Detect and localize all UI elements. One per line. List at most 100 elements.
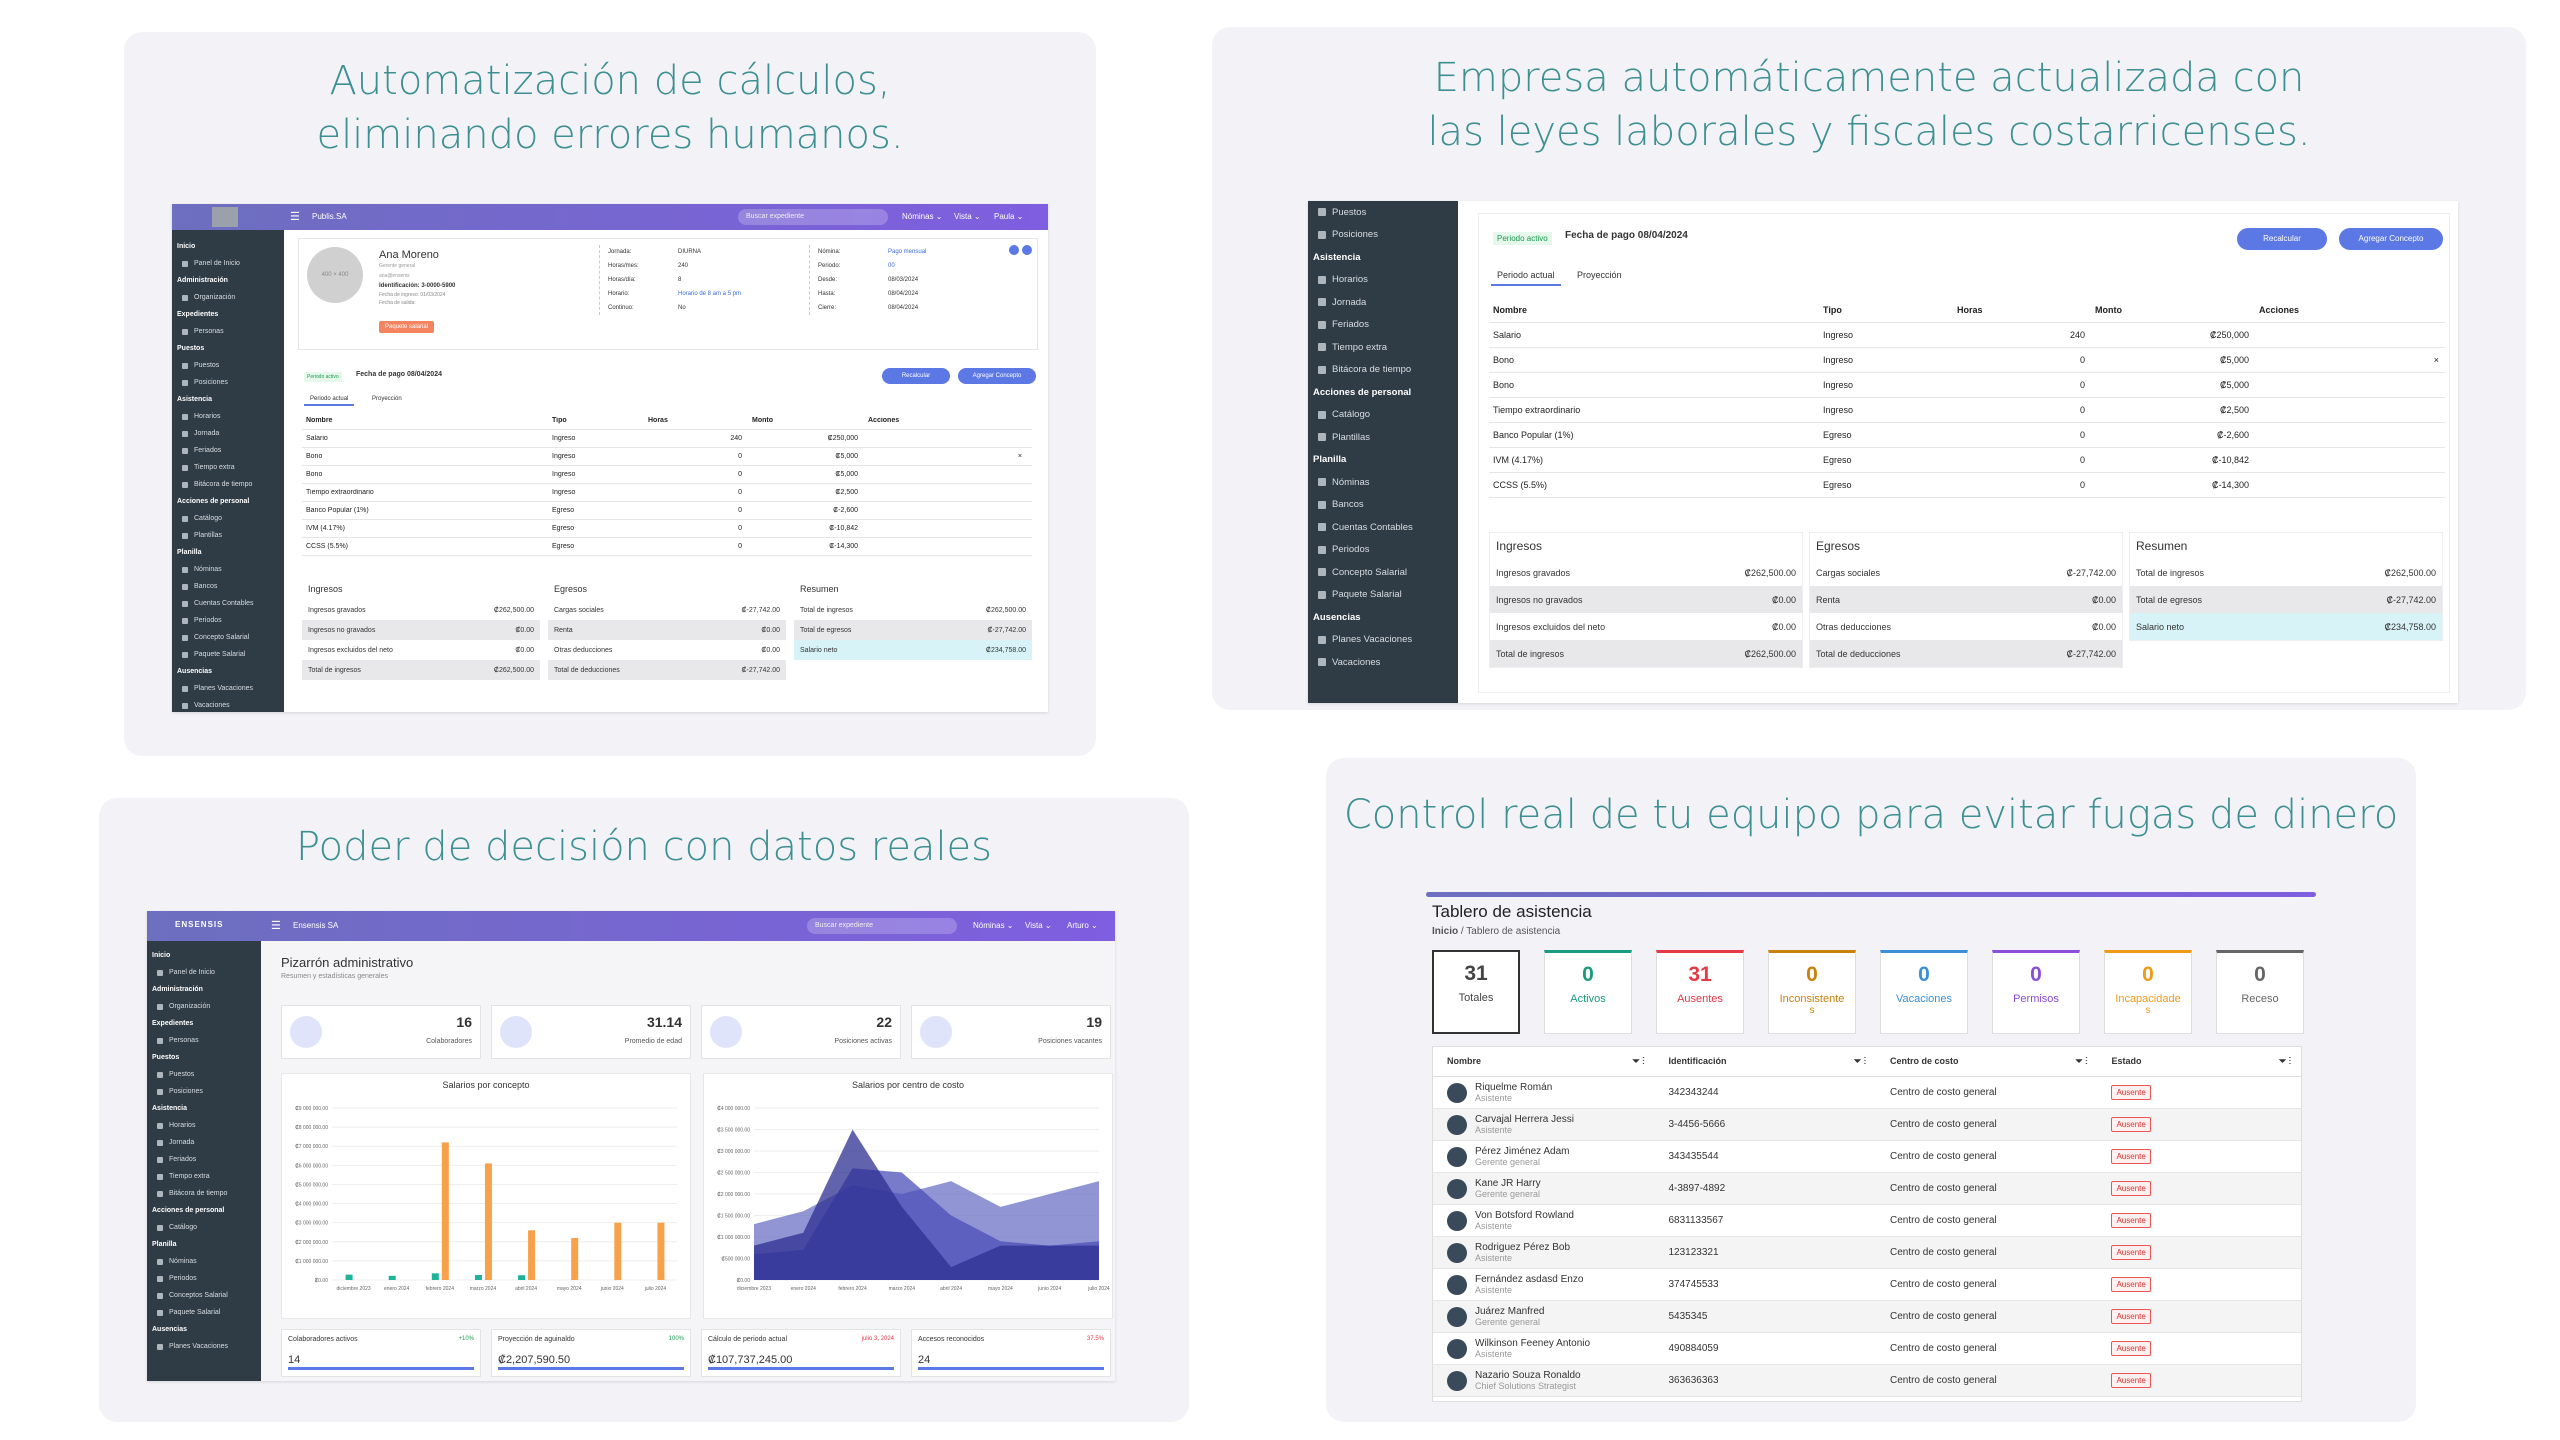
sidebar-item-plantillas[interactable]: Plantillas <box>172 527 284 544</box>
attendance-table: Nombre ⏷ ⋮ Identificación ⏷ ⋮ Centro de cost… <box>1432 1046 2302 1402</box>
sidebar-item-tiempo-extra[interactable]: Tiempo extra <box>1308 336 1458 359</box>
sidebar-item-puestos[interactable]: Puestos <box>1308 201 1458 224</box>
vista-menu[interactable]: Vista ⌄ <box>1025 921 1052 930</box>
sidebar-item-nominas[interactable]: Nóminas <box>172 561 284 578</box>
nominas-menu[interactable]: Nóminas ⌄ <box>973 921 1014 930</box>
status-card-ausentes[interactable]: 31 Ausentes <box>1656 950 1744 1034</box>
sidebar-item-bancos[interactable]: Bancos <box>172 578 284 595</box>
delete-row-icon[interactable]: × <box>2433 355 2439 365</box>
attendance-row[interactable]: Nazario Souza Ronaldo Chief Solutions Str… <box>1433 1365 2301 1397</box>
sidebar-item-paquete-salarial[interactable]: Paquete Salarial <box>147 1304 261 1321</box>
tab-proyeccion[interactable]: Proyección <box>372 396 402 402</box>
attendance-row[interactable]: Carvajal Herrera Jessi Asistente 3-4456-56… <box>1433 1109 2301 1141</box>
sidebar-item-catalogo[interactable]: Catálogo <box>1308 404 1458 427</box>
attendance-row[interactable]: Juárez Manfred Gerente general 5435345 Cent… <box>1433 1301 2301 1333</box>
user-menu[interactable]: Paula ⌄ <box>994 212 1024 221</box>
sidebar-item-periodos[interactable]: Periodos <box>147 1270 261 1287</box>
recalcular-button[interactable]: Recalcular <box>882 368 950 384</box>
sidebar-item-catalogo[interactable]: Catálogo <box>172 510 284 527</box>
attendance-row[interactable]: Pérez Jiménez Adam Gerente general 3434355… <box>1433 1141 2301 1173</box>
tab-periodo-actual[interactable]: Periodo actual <box>1491 268 1561 286</box>
menu-icon[interactable]: ☰ <box>290 211 300 223</box>
sidebar-item-jornada[interactable]: Jornada <box>172 425 284 442</box>
search-input[interactable]: Buscar expediente <box>807 918 957 934</box>
attendance-row[interactable]: Rodriguez Pérez Bob Asistente 123123321 Cen… <box>1433 1237 2301 1269</box>
status-card-incapacidade[interactable]: 0 Incapacidade s <box>2104 950 2192 1034</box>
vista-menu[interactable]: Vista ⌄ <box>954 212 981 221</box>
filter-icon[interactable]: ⏷ ⋮ <box>2075 1056 2088 1066</box>
sidebar-item-jornada[interactable]: Jornada <box>147 1134 261 1151</box>
sidebar-item-feriados[interactable]: Feriados <box>147 1151 261 1168</box>
delete-row-icon[interactable]: × <box>1017 453 1022 460</box>
sidebar-item-catalogo[interactable]: Catálogo <box>147 1219 261 1236</box>
status-card-receso[interactable]: 0 Receso <box>2216 950 2304 1034</box>
sidebar-item-jornada[interactable]: Jornada <box>1308 291 1458 314</box>
attendance-row[interactable]: Wilkinson Feeney Antonio Asistente 4908840… <box>1433 1333 2301 1365</box>
attendance-row[interactable]: Riquelme Román Asistente 342343244 Centro d… <box>1433 1077 2301 1109</box>
status-card-inconsistente[interactable]: 0 Inconsistente s <box>1768 950 1856 1034</box>
sidebar-item-concepto-salarial[interactable]: Concepto Salarial <box>172 629 284 646</box>
sidebar-item-paquete-salarial[interactable]: Paquete Salarial <box>172 646 284 663</box>
attendance-row[interactable]: Kane JR Harry Gerente general 4-3897-4892 C… <box>1433 1173 2301 1205</box>
filter-icon[interactable]: ⏷ ⋮ <box>1632 1056 1645 1066</box>
sidebar-item-feriados[interactable]: Feriados <box>172 442 284 459</box>
search-input[interactable]: Buscar expediente <box>738 209 888 225</box>
sidebar-item-planes-vacaciones[interactable]: Planes Vacaciones <box>172 680 284 697</box>
sidebar-item-puestos[interactable]: Puestos <box>147 1066 261 1083</box>
agregar-concepto-button[interactable]: Agregar Concepto <box>2339 228 2443 250</box>
sidebar-item-paquete-salarial[interactable]: Paquete Salarial <box>1308 584 1458 607</box>
sidebar-item-vacaciones[interactable]: Vacaciones <box>1308 651 1458 674</box>
sidebar-item-bancos[interactable]: Bancos <box>1308 494 1458 517</box>
attendance-row[interactable]: Fernández asdasd Enzo Asistente 374745533 C… <box>1433 1269 2301 1301</box>
sidebar-item-periodos[interactable]: Periodos <box>1308 539 1458 562</box>
sidebar-item-planes-vacaciones[interactable]: Planes Vacaciones <box>1308 629 1458 652</box>
sidebar-item-posiciones[interactable]: Posiciones <box>172 374 284 391</box>
sidebar-item-horarios[interactable]: Horarios <box>1308 269 1458 292</box>
sidebar-item-horarios[interactable]: Horarios <box>147 1117 261 1134</box>
sidebar-item-cuentas-contables[interactable]: Cuentas Contables <box>172 595 284 612</box>
tab-proyeccion[interactable]: Proyección <box>1577 270 1622 280</box>
prev-period-icon[interactable] <box>1009 245 1019 255</box>
sidebar-item-horarios[interactable]: Horarios <box>172 408 284 425</box>
status-card-vacaciones[interactable]: 0 Vacaciones <box>1880 950 1968 1034</box>
sidebar-item-tiempo-extra[interactable]: Tiempo extra <box>147 1168 261 1185</box>
sidebar-item-posiciones[interactable]: Posiciones <box>1308 224 1458 247</box>
package-button[interactable]: Paquete salarial <box>379 321 435 333</box>
sidebar-item-feriados[interactable]: Feriados <box>1308 314 1458 337</box>
sidebar-item-panel-de-inicio[interactable]: Panel de Inicio <box>147 964 261 981</box>
status-card-activos[interactable]: 0 Activos <box>1544 950 1632 1034</box>
sidebar-item-plantillas[interactable]: Plantillas <box>1308 426 1458 449</box>
sidebar-item-periodos[interactable]: Periodos <box>172 612 284 629</box>
status-card-totales[interactable]: 31 Totales <box>1432 950 1520 1034</box>
next-period-icon[interactable] <box>1022 245 1032 255</box>
sidebar-item-personas[interactable]: Personas <box>172 323 284 340</box>
sidebar-item-tiempo-extra[interactable]: Tiempo extra <box>172 459 284 476</box>
sidebar-item-organizacion[interactable]: Organización <box>147 998 261 1015</box>
attendance-row[interactable]: Von Botsford Rowland Asistente 6831133567 C… <box>1433 1205 2301 1237</box>
nominas-menu[interactable]: Nóminas ⌄ <box>902 212 943 221</box>
sidebar-item-cuentas-contables[interactable]: Cuentas Contables <box>1308 516 1458 539</box>
sidebar-item-nominas[interactable]: Nóminas <box>147 1253 261 1270</box>
agregar-concepto-button[interactable]: Agregar Concepto <box>958 368 1036 384</box>
sidebar-item-conceptos-salarial[interactable]: Conceptos Salarial <box>147 1287 261 1304</box>
sidebar-item-posiciones[interactable]: Posiciones <box>147 1083 261 1100</box>
menu-icon[interactable]: ☰ <box>271 920 281 932</box>
tab-periodo-actual[interactable]: Periodo actual <box>304 394 355 406</box>
sidebar-item-bitacora-de-tiempo[interactable]: Bitácora de tiempo <box>1308 359 1458 382</box>
sidebar-item-panel-de-inicio[interactable]: Panel de Inicio <box>172 255 284 272</box>
sidebar-item-personas[interactable]: Personas <box>147 1032 261 1049</box>
sidebar-item-nominas[interactable]: Nóminas <box>1308 471 1458 494</box>
sidebar-item-puestos[interactable]: Puestos <box>172 357 284 374</box>
sidebar-item-planes-vacaciones[interactable]: Planes Vacaciones <box>147 1338 261 1355</box>
status-card-permisos[interactable]: 0 Permisos <box>1992 950 2080 1034</box>
filter-icon[interactable]: ⏷ ⋮ <box>2279 1056 2291 1066</box>
sidebar-item-organizacion[interactable]: Organización <box>172 289 284 306</box>
sidebar-item-concepto-salarial[interactable]: Concepto Salarial <box>1308 561 1458 584</box>
sidebar-item-bitacora-de-tiempo[interactable]: Bitácora de tiempo <box>172 476 284 493</box>
recalcular-button[interactable]: Recalcular <box>2237 228 2327 250</box>
filter-icon[interactable]: ⏷ ⋮ <box>1854 1056 1866 1066</box>
breadcrumb-home[interactable]: Inicio <box>1432 926 1459 937</box>
user-menu[interactable]: Arturo ⌄ <box>1067 921 1098 930</box>
sidebar-item-vacaciones[interactable]: Vacaciones <box>172 697 284 712</box>
sidebar-item-bitacora-de-tiempo[interactable]: Bitácora de tiempo <box>147 1185 261 1202</box>
